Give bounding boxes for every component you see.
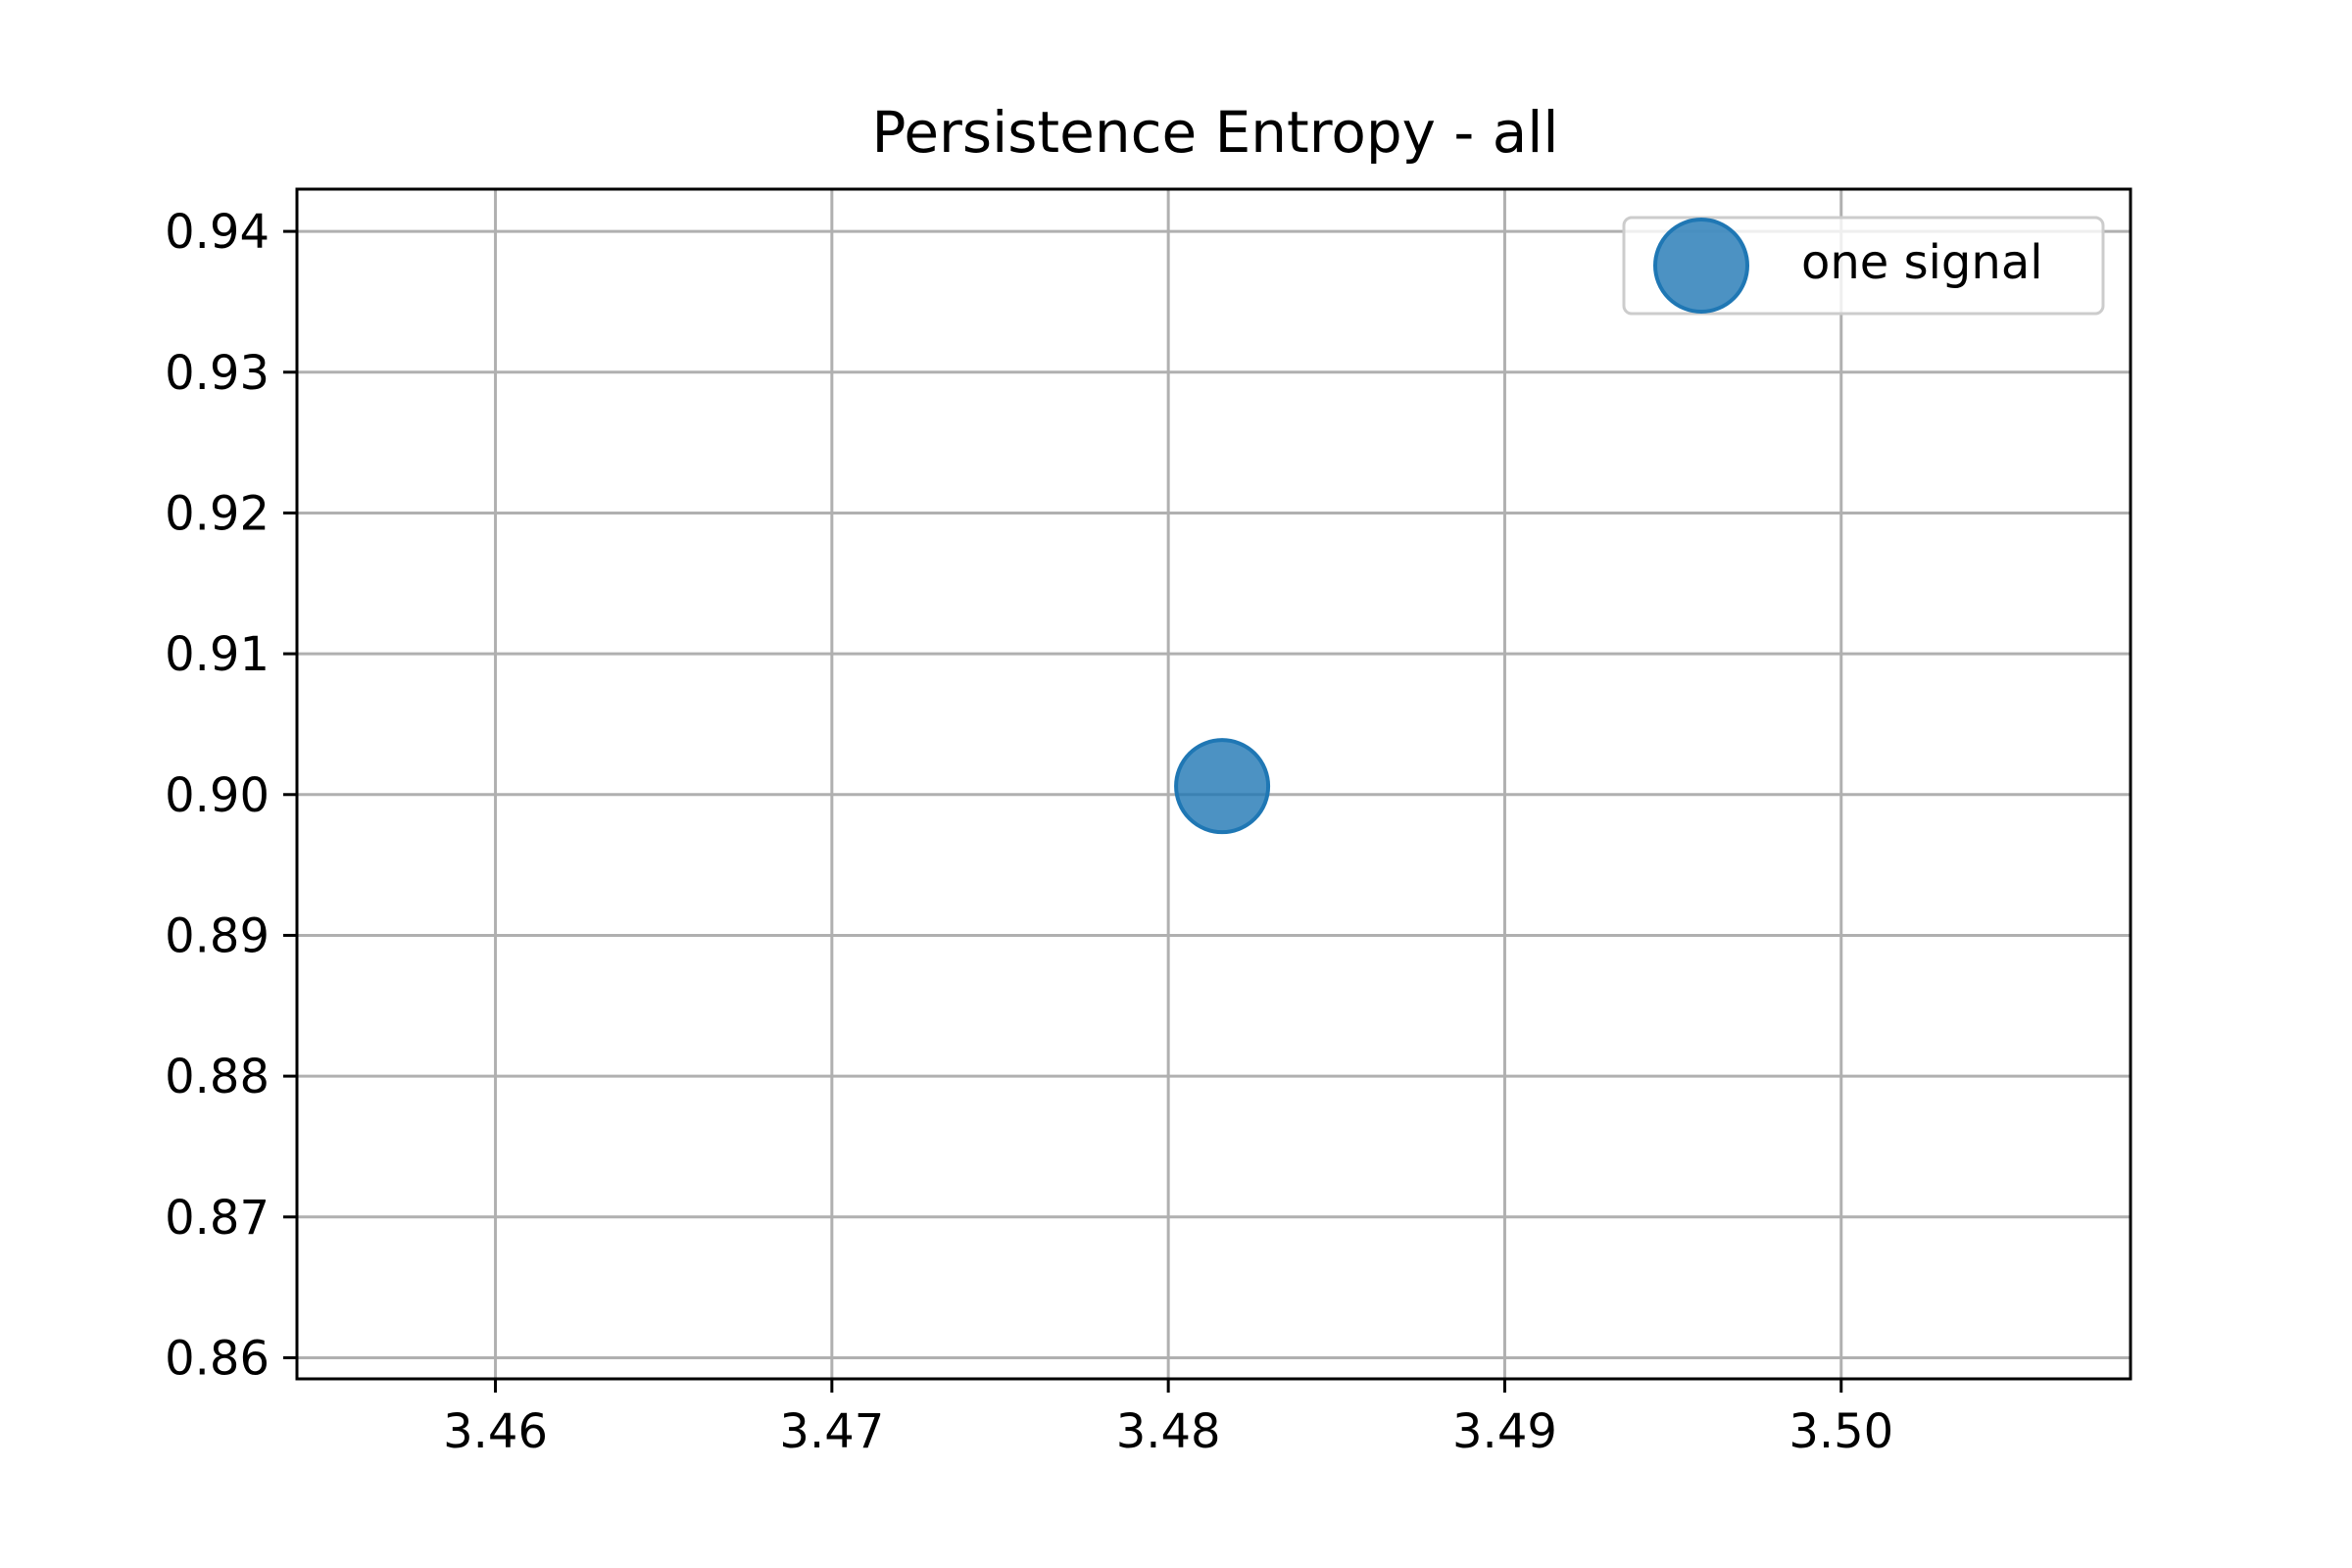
y-tick-label: 0.89 xyxy=(165,908,270,963)
legend-label-one-signal: one signal xyxy=(1801,235,2043,290)
legend-marker xyxy=(1653,218,1749,314)
data-point xyxy=(1174,738,1271,835)
x-tick-label: 3.49 xyxy=(1452,1404,1557,1459)
y-tick-label: 0.87 xyxy=(165,1191,270,1246)
chart-title: Persistence Entropy - all xyxy=(871,99,1558,166)
x-tick-label: 3.50 xyxy=(1788,1404,1893,1459)
legend-box xyxy=(1622,216,2105,316)
y-tick-label: 0.86 xyxy=(165,1331,270,1386)
y-tick-label: 0.92 xyxy=(165,486,270,541)
y-tick-label: 0.90 xyxy=(165,768,270,823)
x-tick-label: 3.47 xyxy=(779,1404,884,1459)
x-tick-label: 3.46 xyxy=(443,1404,548,1459)
y-tick-label: 0.91 xyxy=(165,627,270,682)
plot-frame xyxy=(295,187,2132,1381)
y-tick-label: 0.93 xyxy=(165,346,270,401)
y-tick-label: 0.88 xyxy=(165,1050,270,1104)
data-points xyxy=(1174,738,1271,835)
y-tick-label: 0.94 xyxy=(165,205,270,260)
axis-ticks: 3.46 3.47 3.48 3.49 3.50 0.86 0.87 0.88 0.89 0.90… xyxy=(165,205,1893,1459)
legend: one signal xyxy=(1622,216,2105,316)
x-tick-label: 3.48 xyxy=(1116,1404,1221,1459)
